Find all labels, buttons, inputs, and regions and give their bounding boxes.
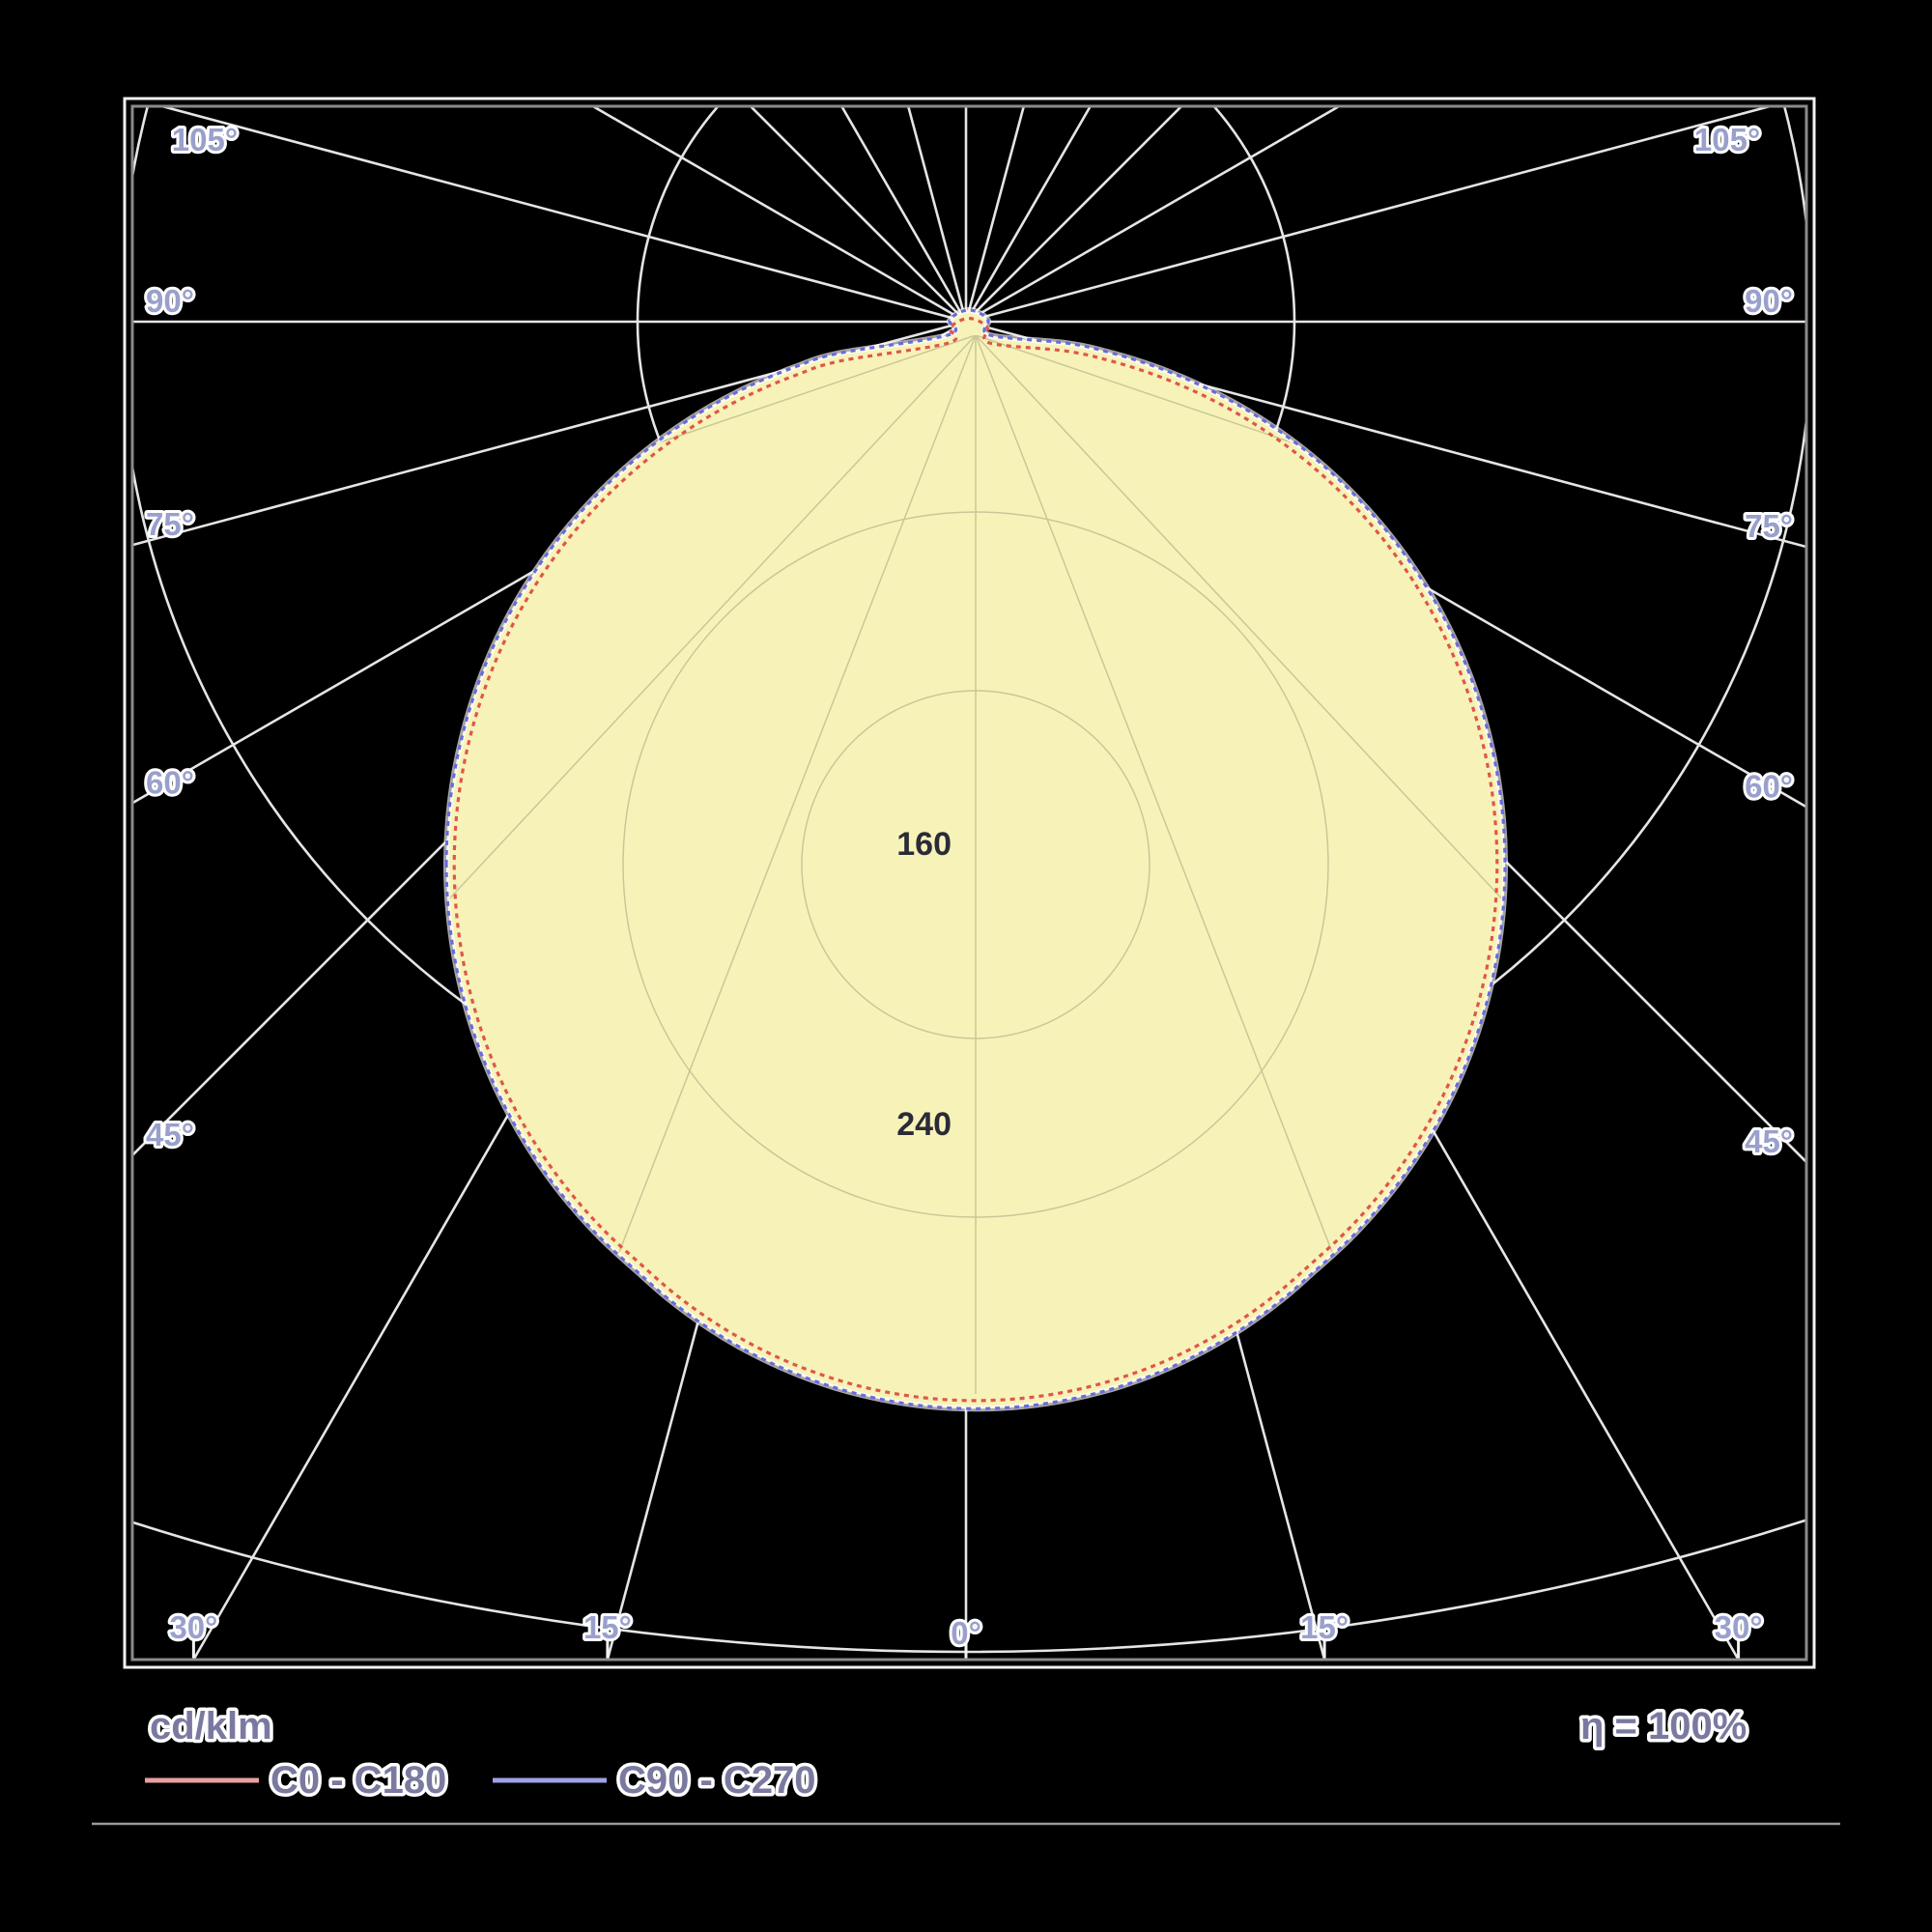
svg-text:η = 100%: η = 100% (1580, 1705, 1747, 1747)
svg-text:105°: 105° (1694, 122, 1760, 157)
svg-text:45°: 45° (1745, 1123, 1793, 1159)
svg-text:C0 - C180: C0 - C180 (270, 1759, 446, 1802)
svg-text:90°: 90° (146, 283, 194, 319)
svg-text:15°: 15° (583, 1609, 632, 1645)
svg-text:75°: 75° (1745, 508, 1793, 544)
svg-text:75°: 75° (146, 506, 194, 542)
svg-text:240: 240 (896, 1106, 952, 1143)
svg-text:60°: 60° (146, 764, 194, 800)
svg-text:cd/klm: cd/klm (150, 1705, 272, 1747)
svg-text:30°: 30° (169, 1609, 217, 1645)
svg-text:60°: 60° (1745, 768, 1793, 804)
svg-text:105°: 105° (172, 122, 238, 157)
svg-text:0°: 0° (951, 1615, 981, 1651)
svg-text:15°: 15° (1300, 1609, 1349, 1645)
svg-text:160: 160 (896, 826, 952, 863)
svg-text:30°: 30° (1715, 1609, 1763, 1645)
svg-text:90°: 90° (1745, 283, 1793, 319)
svg-text:C90 - C270: C90 - C270 (618, 1759, 816, 1802)
svg-text:45°: 45° (146, 1117, 194, 1152)
